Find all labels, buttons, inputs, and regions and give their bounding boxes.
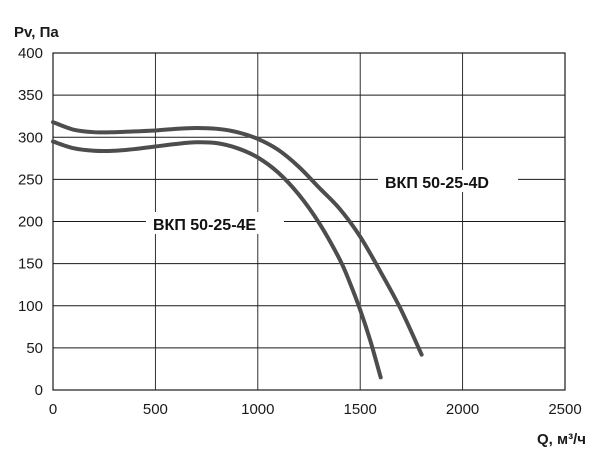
y-tick-label: 150 bbox=[18, 256, 43, 273]
y-tick-label: 300 bbox=[18, 129, 43, 146]
x-tick-label: 1500 bbox=[344, 401, 377, 418]
y-tick-label: 50 bbox=[26, 340, 43, 357]
series-layer bbox=[51, 120, 424, 380]
grid bbox=[53, 53, 565, 390]
y-tick-label: 350 bbox=[18, 87, 43, 104]
series-label-4d: ВКП 50-25-4D bbox=[385, 175, 489, 192]
x-tick-label: 0 bbox=[49, 401, 57, 418]
plot-frame bbox=[52, 52, 566, 391]
x-tick-label: 500 bbox=[143, 401, 168, 418]
series-label-background-4e bbox=[146, 212, 284, 234]
series-line-4d bbox=[51, 120, 424, 357]
x-tick-label: 2500 bbox=[548, 401, 581, 418]
y-tick-label: 400 bbox=[18, 45, 43, 62]
x-tick-label: 2000 bbox=[446, 401, 479, 418]
x-axis-title: Q, м³/ч bbox=[537, 431, 586, 448]
series-label-background-4d bbox=[378, 170, 518, 192]
y-axis-title: Pv, Па bbox=[14, 24, 59, 41]
y-tick-label: 0 bbox=[35, 382, 43, 399]
x-tick-labels: 0 500 1000 1500 2000 2500 bbox=[49, 401, 582, 418]
y-tick-labels: 0 50 100 150 200 250 300 350 400 bbox=[18, 45, 43, 399]
y-tick-label: 250 bbox=[18, 171, 43, 188]
y-tick-label: 200 bbox=[18, 214, 43, 231]
series-label-4e: ВКП 50-25-4E bbox=[153, 217, 256, 234]
x-tick-label: 1000 bbox=[241, 401, 274, 418]
series-line-4e bbox=[51, 139, 383, 380]
y-tick-label: 100 bbox=[18, 298, 43, 315]
